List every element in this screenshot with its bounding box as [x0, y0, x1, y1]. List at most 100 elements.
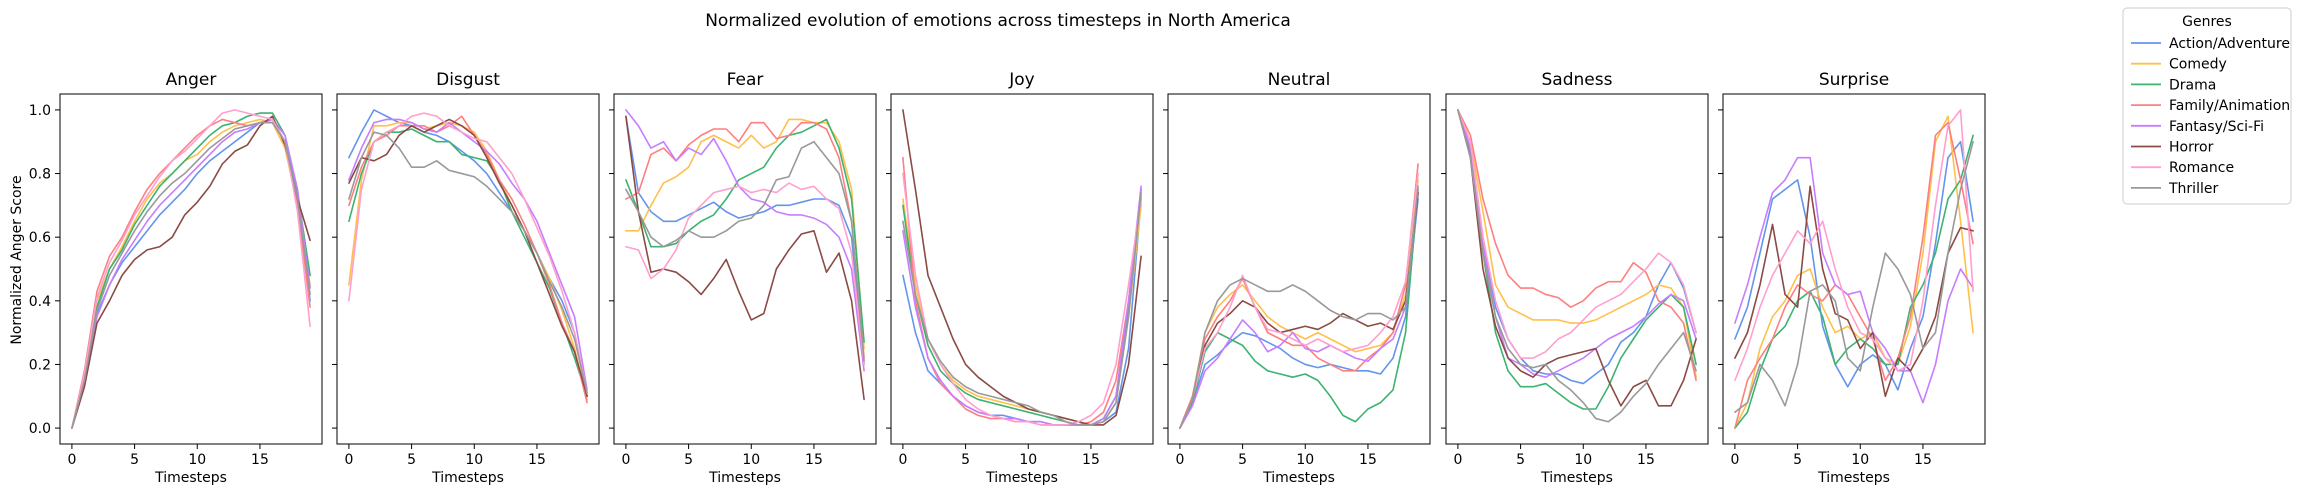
legend-label-horror: Horror [2169, 140, 2214, 156]
panel-lines-joy [902, 109, 1142, 426]
panel-surprise: Surprise 0 5 10 15 Timesteps [1718, 70, 1986, 486]
series-line-sadness-romance [1457, 109, 1697, 359]
x-tick-label-fear-0: 0 [621, 452, 630, 468]
legend: Genres Action/Adventure Comedy Drama Family… [2122, 7, 2292, 205]
series-line-fear-horror [625, 115, 865, 401]
panel-fear: Fear 0 5 10 15 Timesteps [609, 70, 877, 486]
panel-joy: Joy 0 5 10 15 Timesteps [886, 70, 1154, 486]
panel-frame-disgust [336, 93, 600, 445]
legend-entry-thriller: Thriller [2131, 181, 2218, 197]
panel-title-sadness: Sadness [1542, 70, 1613, 90]
series-line-surprise-fantasy-sci-fi [1734, 156, 1974, 404]
y-axis-label: Normalized Anger Score [9, 175, 25, 344]
panel-title-neutral: Neutral [1268, 70, 1331, 90]
y-tick-label-2: 0.4 [29, 294, 51, 310]
legend-label-comedy: Comedy [2169, 57, 2227, 73]
x-tick-label-neutral-0: 0 [1175, 452, 1184, 468]
figure-title: Normalized evolution of emotions across … [705, 11, 1291, 31]
series-line-surprise-horror [1734, 185, 1974, 398]
panel-lines-anger [71, 109, 311, 429]
series-line-neutral-thriller [1179, 185, 1419, 429]
series-line-joy-romance [902, 172, 1142, 426]
panel-anger: Anger 0 5 10 15 0.0 0.2 0.4 0.6 0.8 1.0 Timesteps [29, 70, 323, 486]
series-line-disgust-drama [348, 128, 588, 398]
x-tick-label-disgust-0: 0 [344, 452, 353, 468]
panel-title-anger: Anger [166, 70, 217, 90]
x-tick-label-anger-10: 10 [188, 452, 206, 468]
series-line-disgust-romance [348, 112, 588, 394]
series-line-neutral-romance [1179, 172, 1419, 429]
x-tick-label-fear-15: 15 [805, 452, 823, 468]
legend-entry-action-adventure: Action/Adventure [2131, 36, 2290, 52]
series-line-fear-fantasy-sci-fi [625, 109, 865, 372]
legend-label-family-animation: Family/Animation [2169, 98, 2290, 114]
x-tick-label-anger-0: 0 [67, 452, 76, 468]
legend-entry-fantasy-sci-fi: Fantasy/Sci-Fi [2131, 119, 2264, 135]
series-line-neutral-fantasy-sci-fi [1179, 191, 1419, 429]
series-line-sadness-comedy [1457, 109, 1697, 378]
panel-lines-fear [625, 109, 865, 401]
legend-entry-family-animation: Family/Animation [2131, 98, 2290, 114]
x-tick-label-neutral-10: 10 [1296, 452, 1314, 468]
series-line-anger-thriller [71, 121, 311, 429]
legend-entry-romance: Romance [2131, 160, 2234, 176]
panel-frame-fear [613, 93, 877, 445]
x-tick-label-neutral-15: 15 [1359, 452, 1377, 468]
series-line-neutral-drama [1179, 188, 1419, 429]
series-line-fear-comedy [625, 118, 865, 350]
x-tick-label-anger-15: 15 [251, 452, 269, 468]
legend-label-action-adventure: Action/Adventure [2169, 36, 2290, 52]
legend-frame [2122, 7, 2292, 205]
x-tick-label-disgust-5: 5 [407, 452, 416, 468]
series-line-surprise-action-adventure [1734, 140, 1974, 391]
legend-label-romance: Romance [2169, 160, 2234, 176]
series-line-fear-thriller [625, 140, 865, 363]
series-line-neutral-action-adventure [1179, 198, 1419, 429]
legend-entries: Action/Adventure Comedy Drama Family/Animat… [2131, 36, 2290, 197]
series-line-sadness-action-adventure [1457, 109, 1697, 385]
y-tick-label-3: 0.6 [29, 230, 51, 246]
series-line-disgust-horror [348, 118, 588, 398]
x-tick-label-fear-5: 5 [684, 452, 693, 468]
x-tick-label-joy-5: 5 [961, 452, 970, 468]
x-tick-label-surprise-5: 5 [1793, 452, 1802, 468]
panel-frame-surprise [1722, 93, 1986, 445]
series-line-fear-action-adventure [625, 115, 865, 366]
x-tick-label-joy-15: 15 [1082, 452, 1100, 468]
series-line-fear-romance [625, 182, 865, 366]
panel-title-surprise: Surprise [1819, 70, 1889, 90]
x-tick-label-joy-0: 0 [898, 452, 907, 468]
legend-entry-horror: Horror [2131, 140, 2214, 156]
legend-entry-drama: Drama [2131, 77, 2216, 93]
x-axis-label-joy: Timesteps [985, 470, 1058, 486]
panel-frame-sadness [1445, 93, 1709, 445]
legend-title: Genres [2182, 14, 2232, 30]
x-tick-label-surprise-10: 10 [1851, 452, 1869, 468]
y-tick-label-5: 1.0 [29, 103, 51, 119]
x-tick-label-surprise-0: 0 [1730, 452, 1739, 468]
panel-title-fear: Fear [727, 70, 764, 90]
x-tick-label-sadness-10: 10 [1574, 452, 1592, 468]
panel-title-joy: Joy [1008, 70, 1034, 90]
series-line-anger-fantasy-sci-fi [71, 118, 311, 429]
x-tick-label-anger-5: 5 [130, 452, 139, 468]
x-tick-label-sadness-5: 5 [1516, 452, 1525, 468]
x-tick-label-fear-10: 10 [742, 452, 760, 468]
panel-frame-neutral [1167, 93, 1431, 445]
series-line-anger-drama [71, 112, 311, 429]
x-axis-label-neutral: Timesteps [1262, 470, 1335, 486]
x-tick-label-disgust-15: 15 [528, 452, 546, 468]
legend-label-fantasy-sci-fi: Fantasy/Sci-Fi [2169, 119, 2264, 135]
series-line-surprise-thriller [1734, 140, 1974, 413]
x-axis-label-surprise: Timesteps [1817, 470, 1890, 486]
series-line-joy-fantasy-sci-fi [902, 185, 1142, 426]
series-line-disgust-comedy [348, 121, 588, 401]
legend-label-thriller: Thriller [2168, 181, 2218, 197]
series-line-fear-family-animation [625, 121, 865, 359]
series-line-sadness-drama [1457, 109, 1697, 410]
legend-label-drama: Drama [2169, 77, 2216, 93]
x-tick-label-surprise-15: 15 [1914, 452, 1932, 468]
